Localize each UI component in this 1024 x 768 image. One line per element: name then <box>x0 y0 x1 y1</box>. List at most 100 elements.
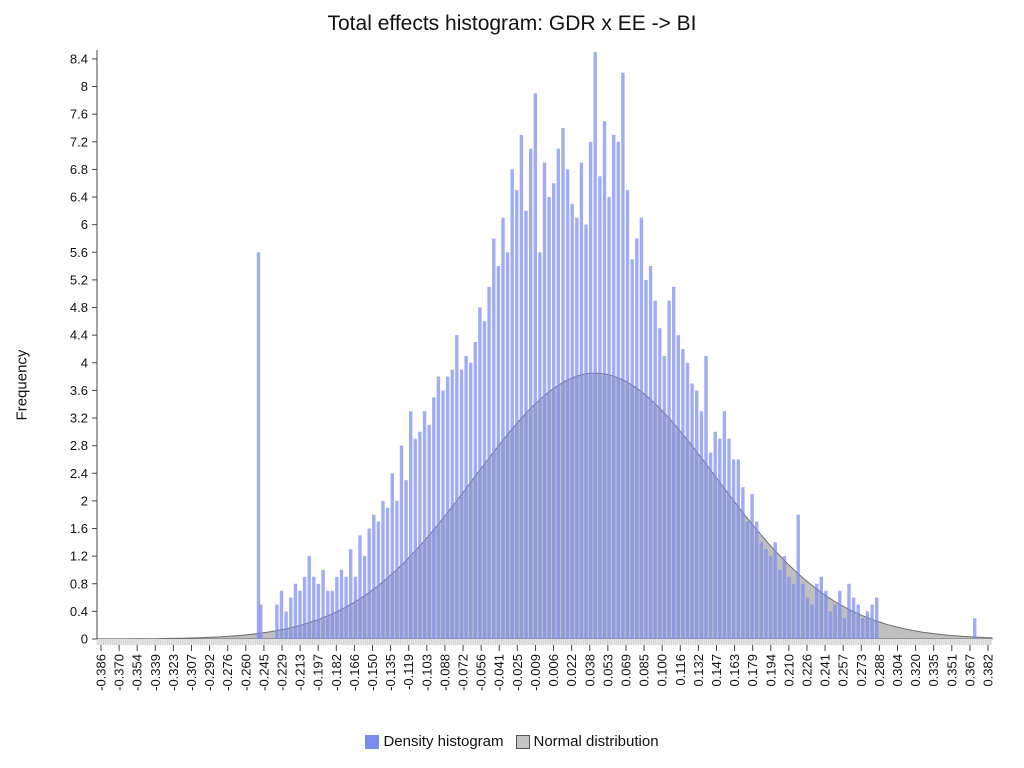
histogram-bar[interactable] <box>279 590 284 639</box>
histogram-bar[interactable] <box>529 148 533 639</box>
histogram-bar[interactable] <box>801 583 805 639</box>
histogram-bar[interactable] <box>259 604 263 640</box>
histogram-bar[interactable] <box>676 335 680 639</box>
histogram-bar[interactable] <box>413 438 417 639</box>
histogram-bar[interactable] <box>745 521 750 639</box>
histogram-bar[interactable] <box>644 279 648 639</box>
histogram-bar[interactable] <box>538 252 542 640</box>
histogram-bar[interactable] <box>635 238 639 640</box>
histogram-bar[interactable] <box>556 148 560 639</box>
histogram-bar[interactable] <box>773 542 777 639</box>
histogram-bar[interactable] <box>390 473 394 639</box>
histogram-bar[interactable] <box>552 183 556 639</box>
histogram-bar[interactable] <box>667 300 671 639</box>
histogram-bar[interactable] <box>492 238 496 640</box>
histogram-bar[interactable] <box>339 569 344 639</box>
histogram-bar[interactable] <box>256 252 261 640</box>
histogram-bar[interactable] <box>875 597 879 639</box>
histogram-bar[interactable] <box>690 383 694 640</box>
histogram-bar[interactable] <box>713 431 717 639</box>
histogram-bar[interactable] <box>842 618 847 639</box>
histogram-bar[interactable] <box>685 362 690 639</box>
histogram-bar[interactable] <box>805 597 810 639</box>
histogram-bar[interactable] <box>755 521 759 639</box>
histogram-bar[interactable] <box>750 494 754 639</box>
histogram-bar[interactable] <box>404 480 408 639</box>
histogram-bar[interactable] <box>289 597 293 639</box>
histogram-bar[interactable] <box>344 576 348 639</box>
histogram-bar[interactable] <box>515 190 519 639</box>
histogram-bar[interactable] <box>307 556 311 639</box>
histogram-bar[interactable] <box>658 328 662 639</box>
histogram-bar[interactable] <box>422 411 427 639</box>
histogram-bar[interactable] <box>362 556 367 639</box>
histogram-bar[interactable] <box>349 549 353 639</box>
histogram-bar[interactable] <box>782 556 787 639</box>
histogram-bar[interactable] <box>367 528 371 640</box>
histogram-bar[interactable] <box>722 411 727 639</box>
histogram-bar[interactable] <box>275 604 279 640</box>
histogram-bar[interactable] <box>302 576 307 639</box>
histogram-bar[interactable] <box>584 224 588 639</box>
histogram-bar[interactable] <box>496 266 501 639</box>
histogram-bar[interactable] <box>501 217 505 639</box>
histogram-bar[interactable] <box>648 266 653 639</box>
histogram-bar[interactable] <box>810 604 814 640</box>
histogram-bar[interactable] <box>298 590 302 639</box>
histogram-bar[interactable] <box>436 376 441 639</box>
histogram-bar[interactable] <box>741 487 745 639</box>
histogram-bar[interactable] <box>870 604 874 640</box>
histogram-bar[interactable] <box>326 590 330 639</box>
histogram-bar[interactable] <box>616 141 620 640</box>
histogram-bar[interactable] <box>293 583 298 639</box>
histogram-bar[interactable] <box>395 500 399 639</box>
histogram-bar[interactable] <box>561 128 565 639</box>
histogram-bar[interactable] <box>312 576 316 639</box>
histogram-bar[interactable] <box>469 362 473 639</box>
histogram-bar[interactable] <box>602 121 607 640</box>
histogram-bar[interactable] <box>510 169 514 639</box>
histogram-bar[interactable] <box>321 569 325 639</box>
histogram-bar[interactable] <box>519 134 524 639</box>
histogram-bar[interactable] <box>778 569 782 639</box>
histogram-bar[interactable] <box>630 259 634 639</box>
histogram-bar[interactable] <box>838 590 842 639</box>
histogram-bar[interactable] <box>524 210 528 640</box>
histogram-bar[interactable] <box>598 176 602 640</box>
histogram-bar[interactable] <box>376 521 381 639</box>
histogram-bar[interactable] <box>699 411 704 639</box>
histogram-bar[interactable] <box>856 604 860 640</box>
histogram-bar[interactable] <box>316 583 321 639</box>
histogram-bar[interactable] <box>432 397 436 639</box>
histogram-bar[interactable] <box>588 141 593 640</box>
histogram-bar[interactable] <box>695 390 699 639</box>
histogram-bar[interactable] <box>381 500 385 639</box>
histogram-bar[interactable] <box>593 52 597 639</box>
histogram-bar[interactable] <box>662 355 667 639</box>
histogram-bar[interactable] <box>612 134 616 639</box>
histogram-bar[interactable] <box>459 369 464 639</box>
histogram-bar[interactable] <box>815 583 819 639</box>
histogram-bar[interactable] <box>828 611 833 639</box>
histogram-bar[interactable] <box>399 445 404 639</box>
histogram-bar[interactable] <box>791 583 796 639</box>
histogram-bar[interactable] <box>455 335 459 639</box>
histogram-bar[interactable] <box>441 390 445 639</box>
histogram-bar[interactable] <box>579 162 584 640</box>
histogram-bar[interactable] <box>861 618 865 639</box>
histogram-bar[interactable] <box>330 590 334 639</box>
histogram-bar[interactable] <box>607 197 611 639</box>
histogram-bar[interactable] <box>473 342 477 639</box>
histogram-bar[interactable] <box>570 203 574 639</box>
histogram-bar[interactable] <box>464 355 468 639</box>
histogram-bar[interactable] <box>478 307 482 640</box>
histogram-bar[interactable] <box>851 597 856 639</box>
histogram-bar[interactable] <box>505 252 510 640</box>
histogram-bar[interactable] <box>865 611 870 639</box>
histogram-bar[interactable] <box>764 549 768 639</box>
legend-entry-normal[interactable]: Normal distribution <box>515 733 659 750</box>
histogram-bar[interactable] <box>487 286 491 639</box>
histogram-bar[interactable] <box>824 590 828 639</box>
histogram-bar[interactable] <box>833 604 837 640</box>
legend-entry-density[interactable]: Density histogram <box>365 733 504 750</box>
